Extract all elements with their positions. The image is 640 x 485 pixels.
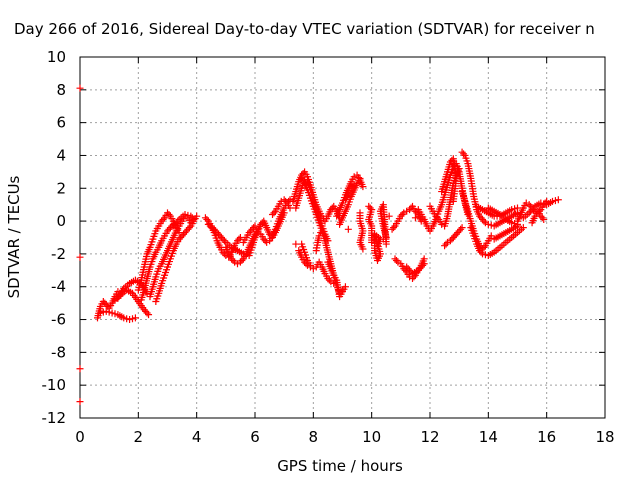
data-point <box>350 181 358 189</box>
x-tick-label: 8 <box>309 428 319 446</box>
data-point <box>190 215 198 223</box>
data-point <box>398 211 406 219</box>
data-point <box>306 261 314 269</box>
data-point <box>188 214 196 222</box>
plot-frame <box>79 56 606 419</box>
x-tick-label: 10 <box>362 428 381 446</box>
data-point <box>317 229 325 237</box>
data-point <box>76 253 84 261</box>
y-tick-label: 2 <box>56 179 66 197</box>
x-axis-label: GPS time / hours <box>277 457 403 475</box>
data-point <box>480 217 488 225</box>
data-point <box>374 242 381 250</box>
y-tick-label: -8 <box>51 343 66 361</box>
x-tick-label: 2 <box>134 428 144 446</box>
y-tick-label: -6 <box>51 311 66 329</box>
data-point <box>131 314 139 322</box>
data-point <box>480 243 488 251</box>
y-tick-label: -10 <box>42 376 67 394</box>
data-point <box>366 204 374 212</box>
y-tick-label: 6 <box>56 114 66 132</box>
x-tick-label: 0 <box>75 428 85 446</box>
data-point <box>159 215 167 223</box>
data-point <box>359 245 367 253</box>
data-point <box>229 256 237 264</box>
data-point <box>420 260 428 268</box>
data-point <box>76 398 84 406</box>
x-tick-label: 4 <box>192 428 202 446</box>
x-tick-label: 18 <box>595 428 614 446</box>
data-point <box>538 214 546 222</box>
data-point <box>325 276 333 284</box>
data-point <box>458 224 466 232</box>
data-points <box>76 84 562 406</box>
data-point <box>382 240 390 248</box>
data-point <box>359 183 367 191</box>
y-axis-label: SDTVAR / TECUs <box>5 175 23 298</box>
grid-lines <box>80 57 605 418</box>
data-point <box>460 150 468 158</box>
y-tick-label: 0 <box>56 212 66 230</box>
data-point <box>203 215 211 223</box>
x-tick-label: 6 <box>250 428 260 446</box>
data-point <box>76 84 84 92</box>
axis-ticks <box>79 56 606 419</box>
x-tick-label: 16 <box>537 428 556 446</box>
data-point <box>235 235 243 243</box>
y-tick-labels: -12 -10 -8 -6 -4 -2 0 2 4 6 8 10 <box>42 48 67 427</box>
data-point <box>540 215 548 223</box>
data-point <box>174 217 182 225</box>
y-tick-label: -4 <box>51 278 66 296</box>
data-point <box>143 309 151 317</box>
data-point <box>282 197 290 205</box>
y-tick-label: -12 <box>42 409 67 427</box>
data-point <box>433 214 441 222</box>
data-point <box>250 224 258 232</box>
data-point <box>554 196 562 204</box>
data-point <box>477 248 485 256</box>
data-point <box>392 256 400 264</box>
x-tick-label: 14 <box>479 428 498 446</box>
data-point <box>238 256 246 264</box>
data-point <box>457 225 465 233</box>
data-point <box>185 224 193 232</box>
data-point <box>76 365 84 373</box>
data-point <box>349 183 357 191</box>
data-point <box>419 261 427 269</box>
x-tick-labels: 0 2 4 6 8 10 12 14 16 18 <box>75 428 614 446</box>
data-point <box>411 214 419 222</box>
data-point <box>442 240 450 248</box>
data-point <box>356 174 364 182</box>
x-tick-label: 12 <box>420 428 439 446</box>
data-point <box>519 224 527 232</box>
data-point <box>292 240 300 248</box>
data-point <box>145 311 153 319</box>
data-point <box>390 224 398 232</box>
chart-title: Day 266 of 2016, Sidereal Day-to-day VTE… <box>14 20 595 38</box>
y-tick-label: 10 <box>47 48 66 66</box>
data-point <box>315 232 323 240</box>
data-point <box>449 197 457 205</box>
data-point <box>270 209 278 217</box>
data-point <box>165 211 173 219</box>
y-tick-label: 8 <box>56 81 66 99</box>
data-point <box>341 283 349 291</box>
data-point <box>385 212 393 220</box>
y-tick-label: -2 <box>51 245 66 263</box>
data-point <box>344 225 352 233</box>
data-point <box>220 237 228 245</box>
y-tick-label: 4 <box>56 146 66 164</box>
